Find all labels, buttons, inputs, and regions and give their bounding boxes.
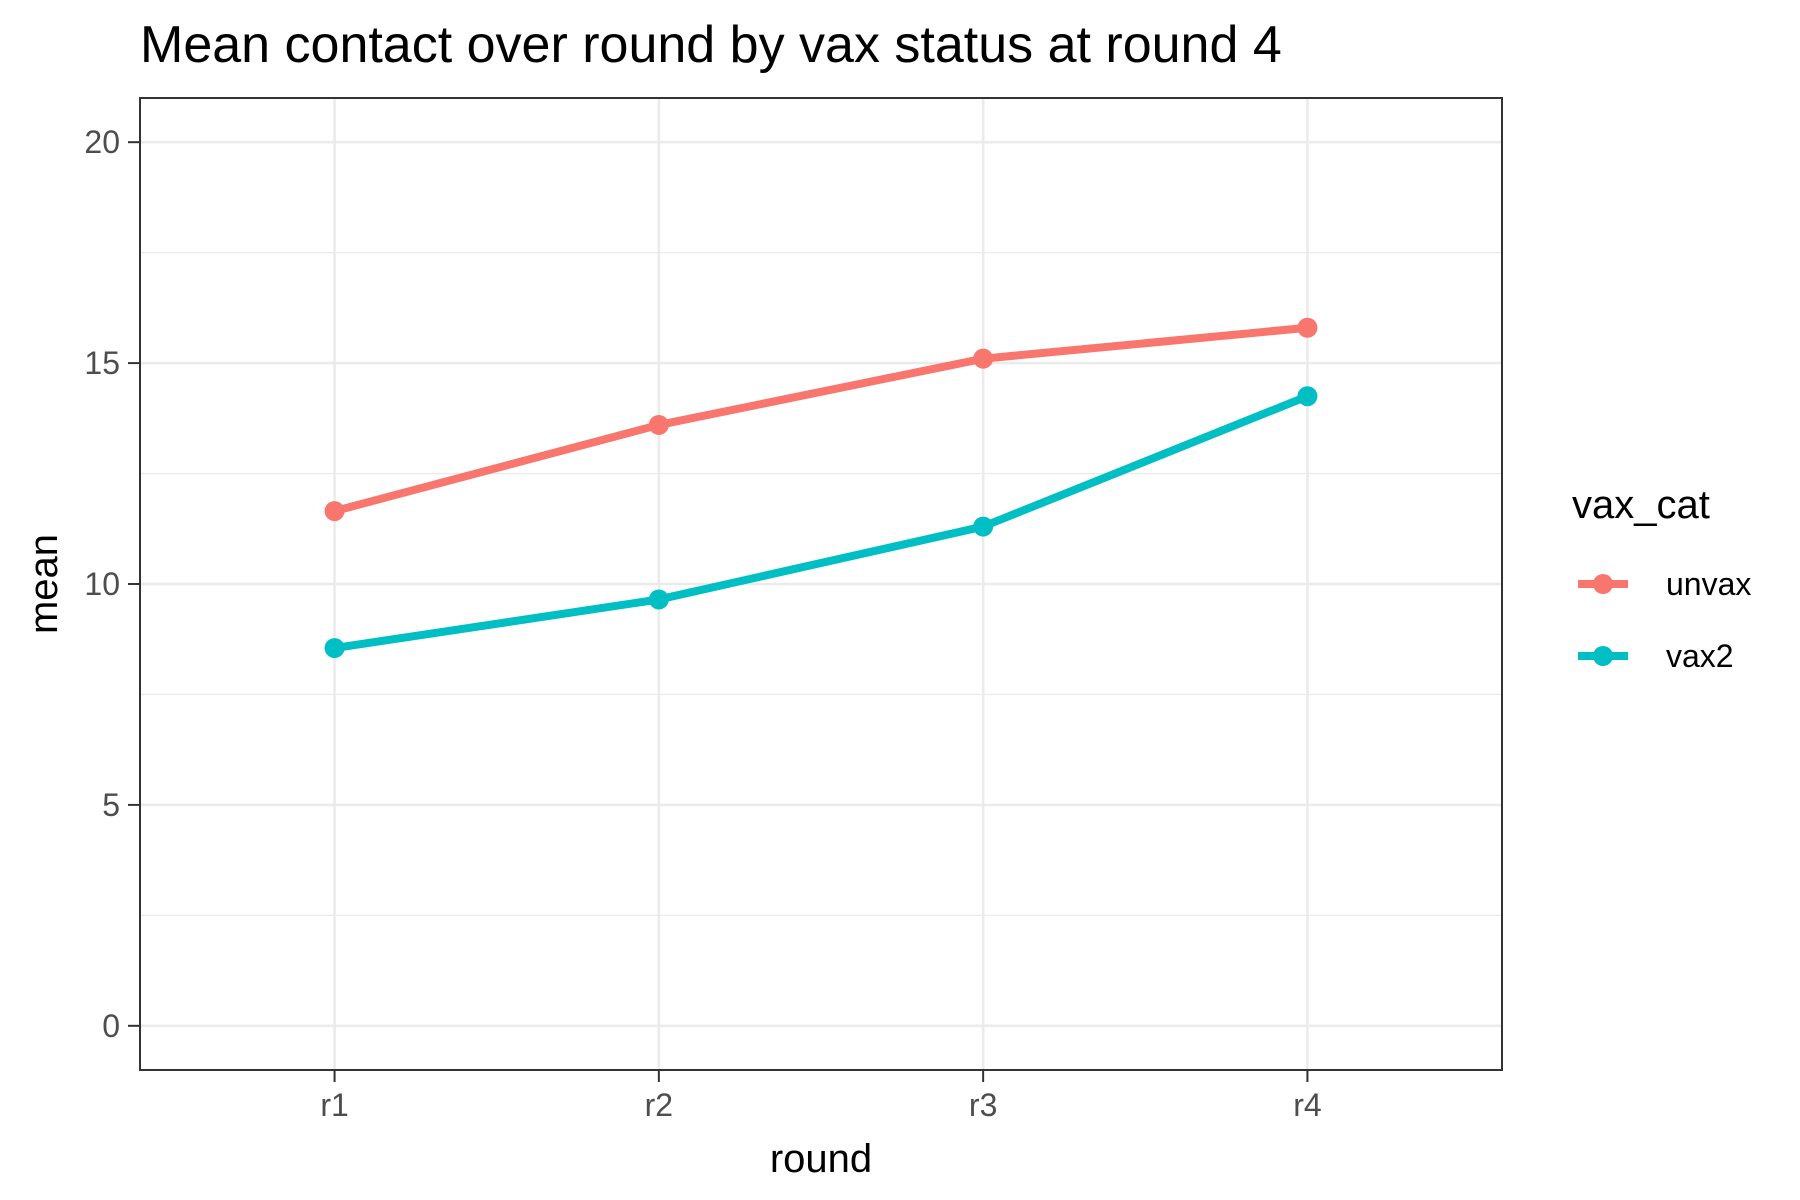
y-tick-label: 15 — [84, 345, 120, 381]
y-axis-title: mean — [22, 534, 66, 634]
data-point-unvax — [648, 414, 669, 435]
x-axis: r1 r2 r3 r4 — [320, 1070, 1322, 1123]
data-point-unvax — [1297, 317, 1318, 338]
major-gridlines — [140, 98, 1502, 1070]
data-point-unvax — [324, 501, 345, 522]
y-tick-label: 0 — [102, 1008, 120, 1044]
legend-title: vax_cat — [1572, 483, 1710, 527]
data-point-vax2 — [1297, 386, 1318, 407]
x-tick-label: r2 — [645, 1087, 673, 1123]
x-tick-label: r1 — [320, 1087, 348, 1123]
data-point-unvax — [973, 348, 994, 369]
legend-items: unvax vax2 — [1578, 566, 1751, 674]
series-layer — [324, 317, 1318, 659]
data-point-vax2 — [324, 638, 345, 659]
x-tick-label: r4 — [1293, 1087, 1321, 1123]
y-tick-label: 10 — [84, 566, 120, 602]
x-axis-title: round — [770, 1137, 872, 1181]
series-line-unvax — [333, 323, 1308, 515]
chart-title: Mean contact over round by vax status at… — [140, 16, 1282, 74]
x-tick-label: r3 — [969, 1087, 997, 1123]
y-axis: 0 5 10 15 20 — [84, 124, 140, 1044]
legend-key-point-unvax — [1593, 574, 1613, 594]
legend-key-point-vax2 — [1593, 646, 1613, 666]
series-line-vax2 — [333, 392, 1309, 653]
y-tick-label: 5 — [102, 787, 120, 823]
data-point-vax2 — [973, 516, 994, 537]
legend: vax_cat unvax vax2 — [1572, 483, 1751, 674]
data-point-vax2 — [648, 589, 669, 610]
y-tick-label: 20 — [84, 124, 120, 160]
legend-label-vax2: vax2 — [1666, 638, 1734, 674]
legend-label-unvax: unvax — [1666, 566, 1751, 602]
minor-gridlines — [140, 251, 1502, 917]
